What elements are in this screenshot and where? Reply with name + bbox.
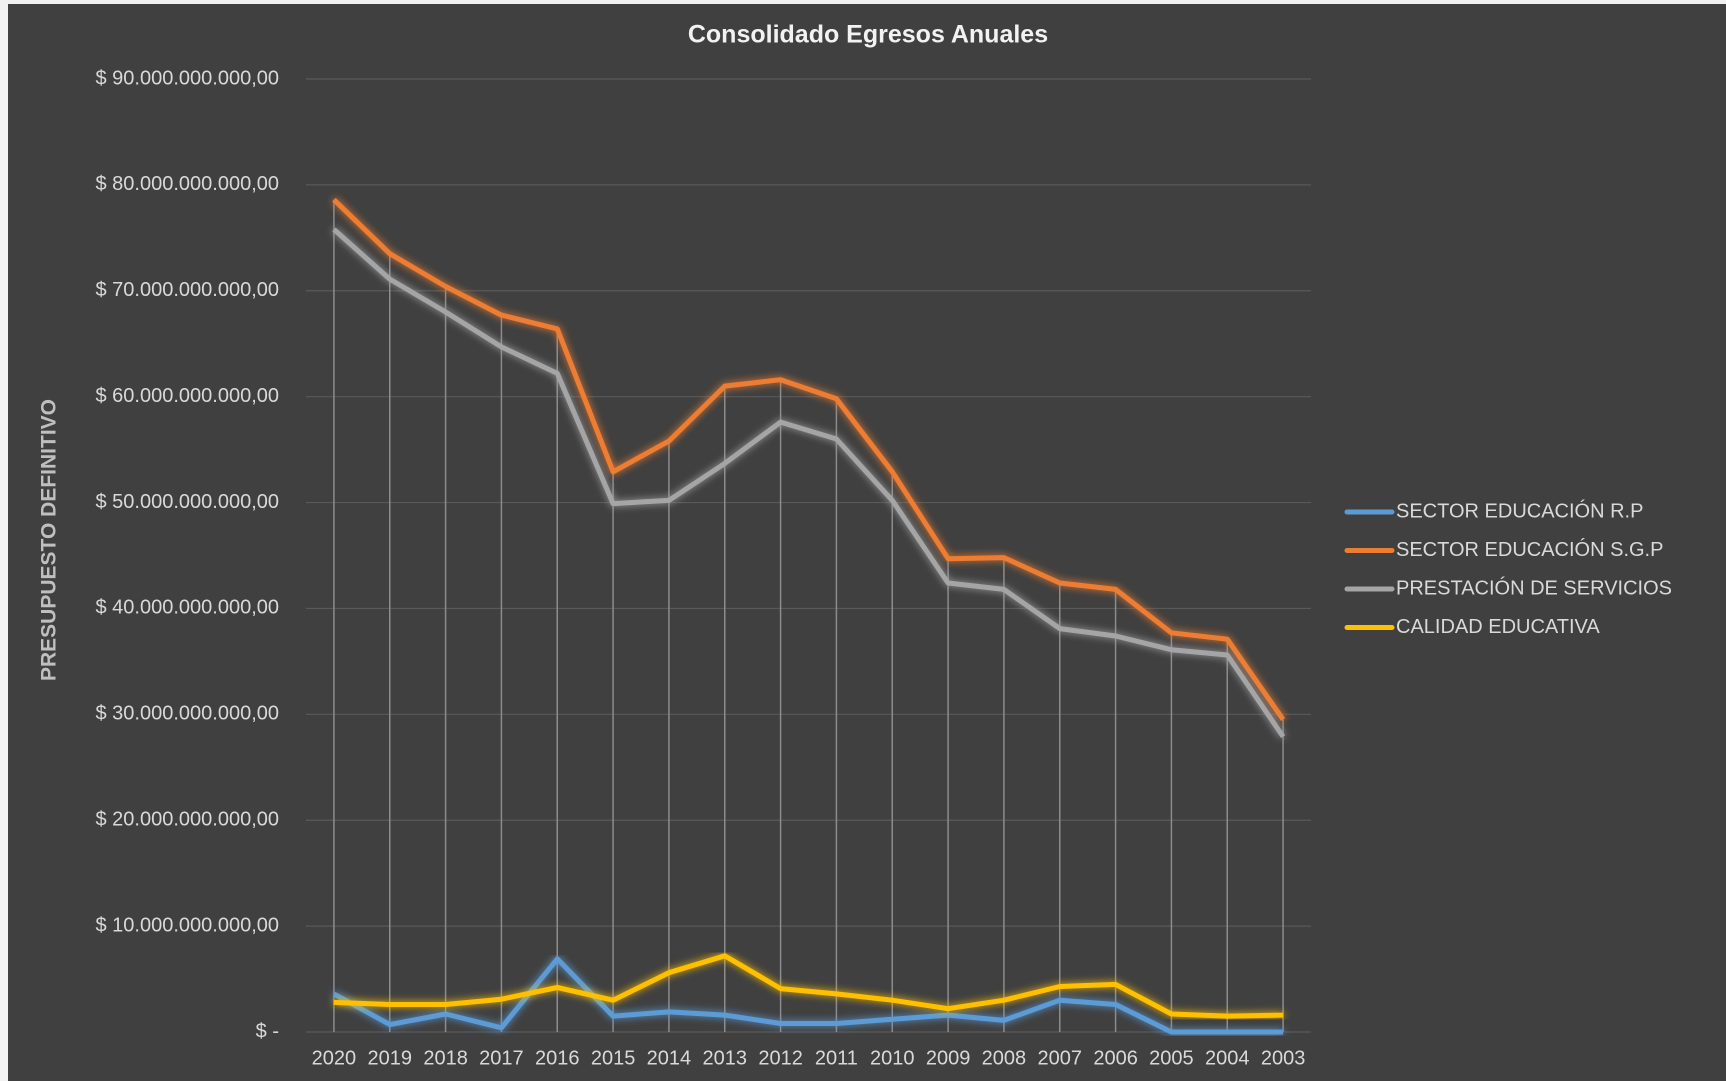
x-tick-label: 2016 <box>535 1047 580 1069</box>
x-tick-label: 2006 <box>1093 1047 1138 1069</box>
x-tick-label: 2015 <box>591 1047 636 1069</box>
legend-label: PRESTACIÓN DE SERVICIOS <box>1396 576 1672 599</box>
x-tick-label: 2011 <box>815 1047 858 1069</box>
x-tick-label: 2007 <box>1038 1047 1083 1069</box>
series-line <box>333 953 1284 1019</box>
y-tick-label: $ 70.000.000.000,00 <box>95 279 279 301</box>
x-tick-label: 2003 <box>1261 1047 1306 1069</box>
chart-area <box>8 4 1726 1081</box>
series-lines <box>332 197 1286 1035</box>
legend-label: SECTOR EDUCACIÓN R.P <box>1396 499 1643 522</box>
y-tick-label: $ 50.000.000.000,00 <box>95 491 279 513</box>
x-tick-label: 2004 <box>1205 1047 1250 1069</box>
y-tick-label: $ 40.000.000.000,00 <box>95 597 279 619</box>
legend-label: SECTOR EDUCACIÓN S.G.P <box>1396 538 1663 561</box>
x-tick-label: 2020 <box>312 1047 357 1069</box>
x-tick-label: 2009 <box>926 1047 971 1069</box>
y-tick-label: $ 80.000.000.000,00 <box>95 173 279 195</box>
series-line <box>332 227 1286 739</box>
series-line <box>332 956 1284 1035</box>
legend: SECTOR EDUCACIÓN R.P SECTOR EDUCACIÓN S.G… <box>1344 499 1672 638</box>
series-line <box>332 197 1286 722</box>
legend-label: CALIDAD EDUCATIVA <box>1396 616 1600 638</box>
x-tick-label: 2010 <box>870 1047 915 1069</box>
x-tick-label: 2005 <box>1149 1047 1194 1069</box>
x-tick-label: 2012 <box>758 1047 803 1069</box>
grid <box>306 78 1311 1033</box>
x-tick-label: 2017 <box>479 1047 524 1069</box>
y-tick-label: $ 60.000.000.000,00 <box>95 385 279 407</box>
x-tick-label: 2019 <box>368 1047 413 1069</box>
y-axis-title: PRESUPUESTO DEFINITIVO <box>38 399 61 681</box>
chart-title: Consolidado Egresos Anuales <box>688 21 1048 49</box>
y-tick-label: $ 20.000.000.000,00 <box>95 809 279 831</box>
x-tick-label: 2014 <box>647 1047 692 1069</box>
x-tick-label: 2008 <box>982 1047 1027 1069</box>
y-tick-label: $ - <box>256 1020 279 1042</box>
y-tick-label: $ 10.000.000.000,00 <box>95 914 279 936</box>
x-tick-label: 2013 <box>703 1047 748 1069</box>
drop-lines <box>333 199 1284 1032</box>
y-tick-label: $ 90.000.000.000,00 <box>95 67 279 89</box>
y-tick-label: $ 30.000.000.000,00 <box>95 703 279 725</box>
x-tick-label: 2018 <box>423 1047 468 1069</box>
